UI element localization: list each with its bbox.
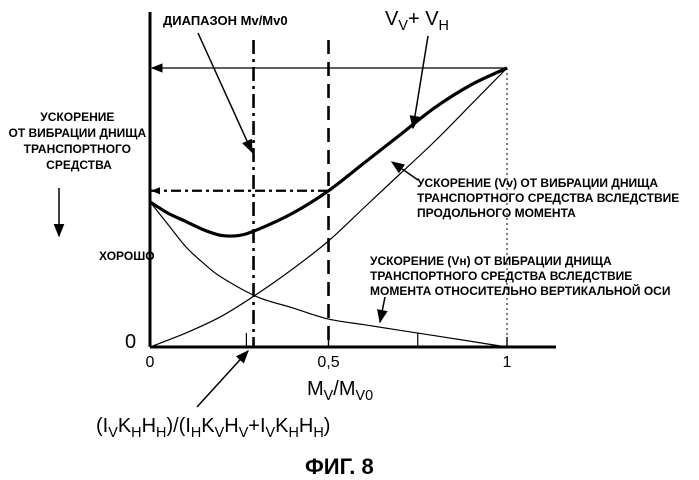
formula-arrow: [197, 351, 248, 407]
x-label-m2: M: [339, 378, 356, 400]
formula-p8: K: [275, 415, 289, 437]
formula-s5: V: [215, 425, 225, 441]
vh-annotation-line-1: УСКОРЕНИЕ (Vн) ОТ ВИБРАЦИИ ДНИЩА: [370, 254, 612, 268]
y-label-line-2: ОТ ВИБРАЦИИ ДНИЩА: [9, 126, 147, 140]
x-tick-label-0: 0: [146, 354, 155, 371]
formula-s2: H: [131, 425, 141, 441]
vv-annotation-line-1: УСКОРЕНИЕ (Vv) ОТ ВИБРАЦИИ ДНИЩА: [417, 176, 658, 190]
formula-p9: H: [299, 415, 313, 437]
vh-annotation-line-3: МОМЕНТА ОТНОСИТЕЛЬНО ВЕРТИКАЛЬНОЙ ОСИ: [370, 283, 670, 298]
formula-s1: V: [108, 425, 118, 441]
x-label-m1: M: [307, 378, 324, 400]
formula-s7: V: [266, 425, 276, 441]
y-label-line-3: ТРАНСПОРТНОГО: [24, 142, 131, 156]
vv-annotation-line-3: ПРОДОЛЬНОГО МОМЕНТА: [417, 206, 576, 220]
vv-annotation: УСКОРЕНИЕ (Vv) ОТ ВИБРАЦИИ ДНИЩА ТРАНСПО…: [417, 176, 683, 220]
figure-caption: ФИГ. 8: [305, 454, 374, 479]
formula-p6: H: [224, 415, 238, 437]
x-axis-label: MV/MV0: [307, 378, 373, 404]
x-label-s2: V0: [356, 388, 374, 404]
origin-label: 0: [125, 331, 136, 353]
formula-s4: H: [191, 425, 201, 441]
series-sum-label-b-sub: H: [439, 18, 449, 34]
x-label-s1: V: [324, 388, 334, 404]
formula-p1: (I: [96, 415, 108, 437]
title-arrow: [198, 33, 252, 152]
y-axis-label: УСКОРЕНИЕ ОТ ВИБРАЦИИ ДНИЩА ТРАНСПОРТНОГ…: [9, 110, 150, 172]
y-label-line-1: УСКОРЕНИЕ: [40, 110, 114, 124]
series-sum-label-op: + V: [408, 8, 439, 30]
vv-annotation-line-2: ТРАНСПОРТНОГО СРЕДСТВА ВСЛЕДСТВИЕ: [417, 191, 679, 205]
formula-p5: K: [201, 415, 215, 437]
formula-s9: H: [313, 425, 323, 441]
series-sum-label-a-sub: V: [398, 18, 408, 34]
formula-s3: H: [156, 425, 166, 441]
formula-p2: K: [118, 415, 132, 437]
formula-p7: +I: [248, 415, 265, 437]
series-sum-label: VV+ VH: [385, 8, 449, 34]
formula: (IVKHHH)/(IHKVHV+IVKHHH): [96, 415, 330, 441]
vh-annotation: УСКОРЕНИЕ (Vн) ОТ ВИБРАЦИИ ДНИЩА ТРАНСПО…: [370, 254, 670, 298]
formula-p4: )/(I: [166, 415, 190, 437]
vh-annotation-line-2: ТРАНСПОРТНОГО СРЕДСТВА ВСЛЕДСТВИЕ: [370, 269, 632, 283]
y-label-line-4: СРЕДСТВА: [46, 158, 112, 172]
formula-s6: V: [239, 425, 249, 441]
formula-s8: H: [289, 425, 299, 441]
x-tick-label-1: 0,5: [317, 354, 339, 371]
good-label: ХОРОШО: [99, 249, 155, 263]
vh-arrow: [380, 297, 385, 322]
chart-title: ДИАПАЗОН Mv/Mv0: [163, 13, 288, 28]
formula-p3: H: [142, 415, 156, 437]
formula-p10: ): [324, 415, 331, 437]
series-sum-label-a: V: [385, 8, 399, 30]
x-tick-label-2: 1: [503, 354, 512, 371]
